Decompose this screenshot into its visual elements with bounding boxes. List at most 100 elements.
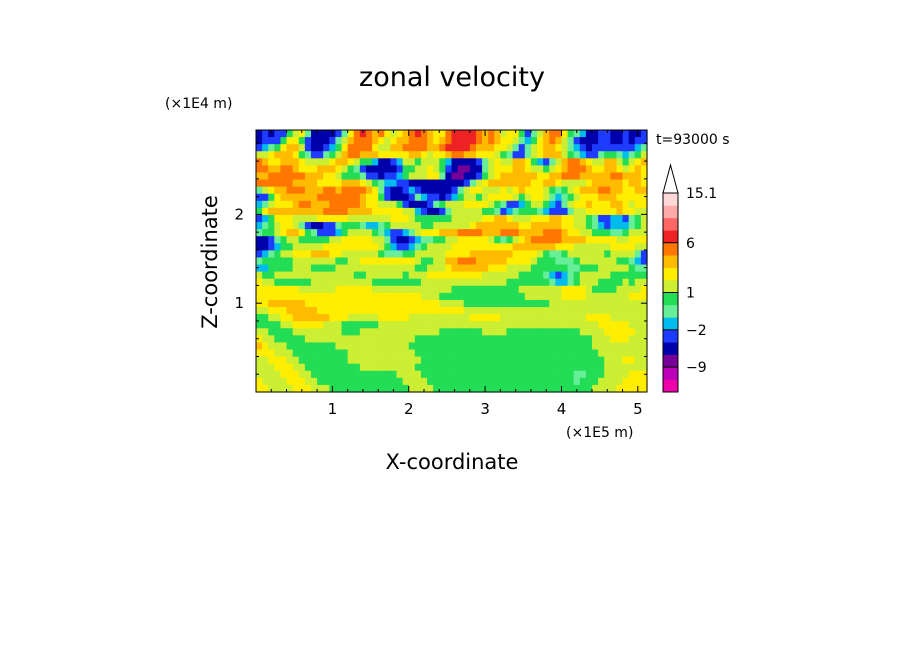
field-cell — [524, 285, 532, 294]
colorbar-label: 1 — [686, 286, 695, 302]
field-cell — [341, 278, 349, 287]
field-cell — [323, 285, 330, 294]
field-cell — [604, 349, 611, 358]
field-cell — [298, 349, 306, 358]
field-cell — [262, 264, 269, 273]
field-cell — [274, 264, 282, 273]
field-cell — [268, 229, 275, 237]
field-cell — [341, 137, 349, 145]
field-cell — [280, 130, 288, 138]
field-cell — [506, 271, 514, 280]
field-cell — [329, 349, 337, 358]
field-cell — [262, 222, 269, 230]
field-cell — [457, 299, 465, 308]
field-cell — [469, 193, 477, 202]
field-cell — [524, 342, 532, 351]
field-cell — [286, 236, 294, 244]
field-cell — [604, 137, 611, 145]
field-cell — [482, 243, 489, 251]
field-cell — [530, 250, 538, 259]
field-cell — [567, 264, 575, 273]
field-cell — [445, 285, 453, 294]
field-cell — [488, 292, 495, 301]
field-cell — [390, 292, 398, 301]
field-cell — [256, 285, 263, 294]
field-cell — [298, 271, 306, 280]
field-cell — [298, 172, 306, 181]
field-cell — [256, 257, 263, 266]
field-cell — [469, 130, 477, 138]
field-cell — [341, 130, 349, 138]
field-cell — [384, 250, 392, 259]
field-cell — [317, 278, 324, 287]
field-cell — [347, 292, 355, 301]
field-cell — [640, 214, 648, 223]
field-cell — [347, 328, 355, 336]
field-cell — [323, 299, 330, 308]
field-cell — [457, 236, 465, 244]
field-cell — [524, 172, 532, 181]
field-cell — [585, 158, 593, 166]
field-cell — [524, 130, 532, 138]
field-cell — [518, 200, 526, 209]
field-cell — [616, 214, 624, 223]
field-cell — [402, 299, 410, 308]
field-cell — [439, 342, 446, 351]
field-cell — [445, 151, 453, 159]
x-tick-label: 2 — [404, 400, 414, 418]
contour-plot-area — [255, 129, 648, 393]
time-label: t=93000 s — [656, 132, 730, 148]
field-cell — [427, 278, 434, 287]
field-cell — [567, 165, 575, 174]
field-cell — [500, 222, 508, 230]
field-cell — [451, 130, 459, 138]
field-cell — [640, 292, 648, 301]
field-cell — [378, 222, 385, 230]
field-cell — [359, 335, 367, 344]
field-cell — [640, 144, 648, 152]
field-cell — [598, 165, 605, 174]
field-cell — [634, 207, 642, 216]
field-cell — [524, 257, 532, 266]
field-cell — [286, 151, 294, 159]
field-cell — [262, 257, 269, 266]
field-cell — [292, 299, 300, 308]
field-cell — [268, 200, 275, 209]
field-cell — [463, 271, 471, 280]
field-cell — [323, 356, 330, 365]
field-cell — [506, 200, 514, 209]
field-cell — [390, 271, 398, 280]
field-cell — [341, 186, 349, 195]
field-cell — [482, 257, 489, 266]
field-cell — [280, 186, 288, 195]
field-cell — [482, 299, 489, 308]
field-cell — [482, 186, 489, 195]
field-cell — [622, 377, 630, 386]
field-cell — [592, 370, 599, 379]
field-cell — [402, 356, 410, 365]
field-cell — [402, 214, 410, 223]
field-cell — [329, 377, 337, 386]
field-cell — [488, 186, 495, 195]
field-cell — [372, 363, 379, 372]
field-cell — [579, 243, 587, 251]
field-cell — [634, 186, 642, 195]
field-cell — [439, 200, 446, 209]
field-cell — [512, 193, 520, 202]
x-tick-label: 5 — [633, 400, 643, 418]
field-cell — [359, 264, 367, 273]
field-cell — [567, 250, 575, 259]
field-cell — [402, 186, 410, 195]
field-cell — [585, 151, 593, 159]
field-cell — [359, 328, 367, 336]
field-cell — [427, 144, 434, 152]
field-cell — [262, 144, 269, 152]
field-cell — [494, 214, 501, 223]
field-cell — [304, 130, 312, 138]
field-cell — [616, 299, 624, 308]
field-cell — [610, 193, 618, 202]
field-cell — [610, 370, 618, 379]
field-cell — [390, 243, 398, 251]
field-cell — [378, 278, 385, 287]
field-cell — [262, 370, 269, 379]
